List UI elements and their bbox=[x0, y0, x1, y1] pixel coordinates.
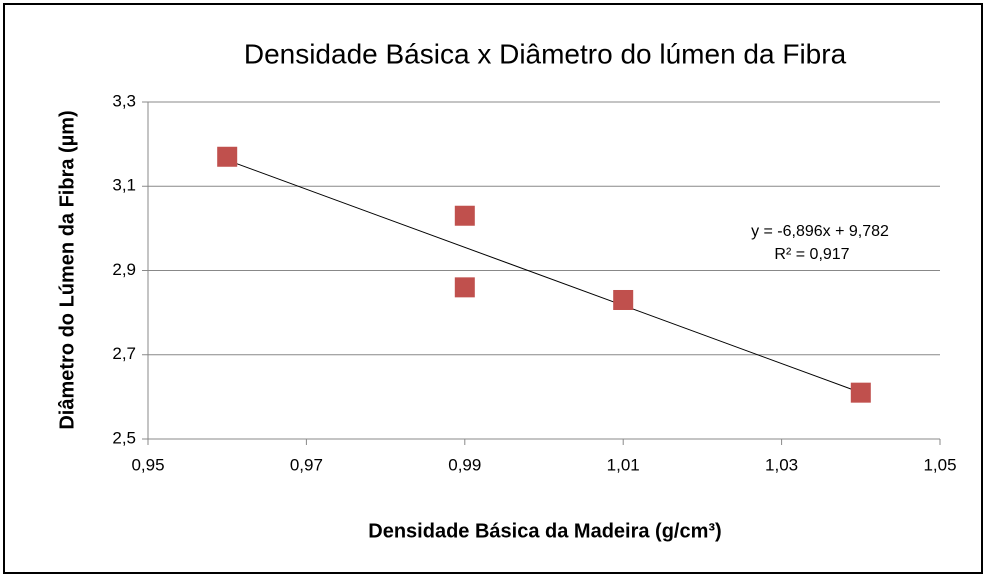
y-axis-label: Diâmetro do Lúmen da Fibra (µm) bbox=[56, 110, 78, 429]
y-tick-label: 3,3 bbox=[112, 91, 136, 110]
x-tick-label: 1,05 bbox=[923, 455, 956, 474]
point bbox=[217, 146, 238, 167]
point bbox=[454, 205, 475, 226]
trendline-equation: y = -6,896x + 9,782 bbox=[751, 223, 889, 240]
point bbox=[850, 382, 871, 403]
y-tick-label: 3,1 bbox=[112, 176, 136, 195]
trendline bbox=[227, 159, 861, 394]
x-tick-label: 0,99 bbox=[448, 455, 481, 474]
point bbox=[613, 289, 634, 310]
trendline-r2: R² = 0,917 bbox=[774, 246, 849, 263]
chart-title: Densidade Básica x Diâmetro do lúmen da … bbox=[244, 38, 847, 69]
point bbox=[454, 277, 475, 298]
x-tick-label: 1,01 bbox=[607, 455, 640, 474]
y-tick-label: 2,5 bbox=[112, 428, 136, 447]
x-tick-label: 0,95 bbox=[131, 455, 164, 474]
y-tick-label: 2,7 bbox=[112, 344, 136, 363]
x-axis-label: Densidade Básica da Madeira (g/cm³) bbox=[368, 520, 721, 542]
y-tick-label: 2,9 bbox=[112, 260, 136, 279]
chart-frame bbox=[3, 3, 983, 574]
x-tick-label: 1,03 bbox=[765, 455, 798, 474]
x-tick-label: 0,97 bbox=[290, 455, 323, 474]
